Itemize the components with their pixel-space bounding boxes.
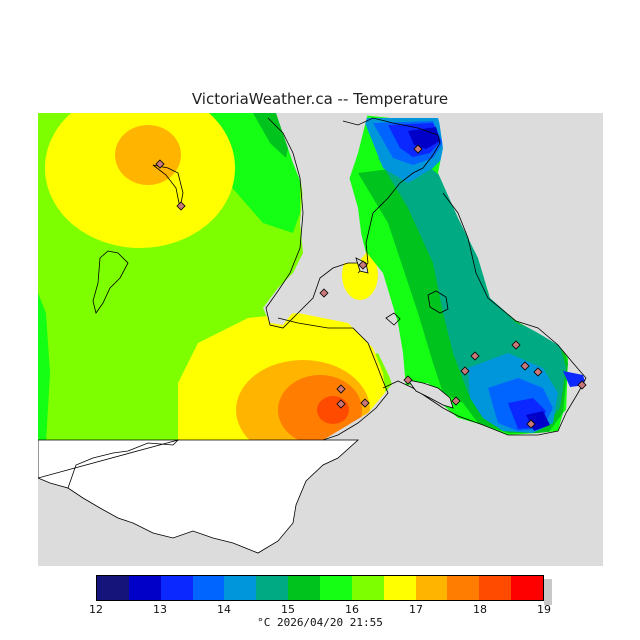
coastline-inlet-top bbox=[152, 164, 184, 209]
legend-tick-label: 17 bbox=[409, 603, 423, 616]
station-marker[interactable] bbox=[336, 384, 346, 394]
legend-swatch bbox=[160, 576, 193, 600]
coastline-island-small-2 bbox=[385, 312, 401, 326]
station-marker[interactable] bbox=[451, 396, 461, 406]
map-footer: °C 2026/04/20 21:55 bbox=[257, 616, 383, 629]
legend-tick-label: 19 bbox=[537, 603, 551, 616]
legend-swatch bbox=[256, 576, 289, 600]
legend-tick-label: 15 bbox=[281, 603, 295, 616]
legend-ticks: 12 13 14 15 16 17 18 19 bbox=[89, 603, 551, 617]
legend-swatch bbox=[447, 576, 480, 600]
legend-swatch bbox=[351, 576, 384, 600]
station-marker[interactable] bbox=[155, 159, 165, 169]
station-marker[interactable] bbox=[336, 399, 346, 409]
legend-swatch bbox=[97, 576, 129, 600]
legend-swatch bbox=[192, 576, 225, 600]
station-marker[interactable] bbox=[413, 144, 423, 154]
station-marker[interactable] bbox=[577, 380, 587, 390]
legend-tick-label: 14 bbox=[217, 603, 231, 616]
temperature-zone-19plus-bottom bbox=[317, 396, 349, 424]
coastline-saltspring-island bbox=[92, 250, 129, 314]
legend-tick-label: 16 bbox=[345, 603, 359, 616]
water-strait bbox=[263, 113, 368, 325]
station-marker[interactable] bbox=[360, 398, 370, 408]
coastline-peninsula bbox=[342, 117, 441, 274]
coastline-east bbox=[382, 192, 587, 436]
station-marker[interactable] bbox=[511, 340, 521, 350]
temperature-map bbox=[38, 113, 603, 566]
legend-tick-label: 13 bbox=[153, 603, 167, 616]
legend-swatch bbox=[128, 576, 161, 600]
legend-swatch bbox=[383, 576, 416, 600]
coastline-west-bay bbox=[265, 117, 360, 329]
station-marker[interactable] bbox=[460, 366, 470, 376]
station-markers bbox=[155, 144, 587, 429]
station-marker[interactable] bbox=[403, 375, 413, 385]
station-marker[interactable] bbox=[470, 351, 480, 361]
legend-shadow bbox=[544, 579, 552, 605]
coastline-island-east bbox=[407, 379, 454, 409]
station-marker[interactable] bbox=[358, 260, 368, 270]
legend-bar bbox=[96, 575, 544, 601]
station-marker[interactable] bbox=[319, 288, 329, 298]
station-marker[interactable] bbox=[520, 361, 530, 371]
legend-swatch bbox=[511, 576, 544, 600]
temperature-zone-18-top bbox=[115, 125, 181, 185]
legend-swatch bbox=[415, 576, 448, 600]
land-olympic-north-coast bbox=[38, 439, 180, 489]
station-marker[interactable] bbox=[533, 367, 543, 377]
legend-swatch bbox=[320, 576, 352, 600]
temperature-zone-12-13-east bbox=[363, 118, 558, 433]
coastline-island-small-1 bbox=[427, 290, 449, 314]
legend-swatch bbox=[288, 576, 321, 600]
map-title: VictoriaWeather.ca -- Temperature bbox=[191, 90, 449, 108]
legend-swatch bbox=[224, 576, 257, 600]
legend-swatch bbox=[479, 576, 512, 600]
coastline-south bbox=[277, 317, 389, 441]
legend-tick-label: 12 bbox=[89, 603, 103, 616]
temperature-zone-15-16-left bbox=[38, 293, 50, 453]
legend-tick-label: 18 bbox=[473, 603, 487, 616]
land-olympic-peninsula bbox=[38, 439, 360, 554]
color-legend bbox=[96, 575, 552, 605]
station-marker[interactable] bbox=[176, 201, 186, 211]
station-marker[interactable] bbox=[526, 419, 536, 429]
